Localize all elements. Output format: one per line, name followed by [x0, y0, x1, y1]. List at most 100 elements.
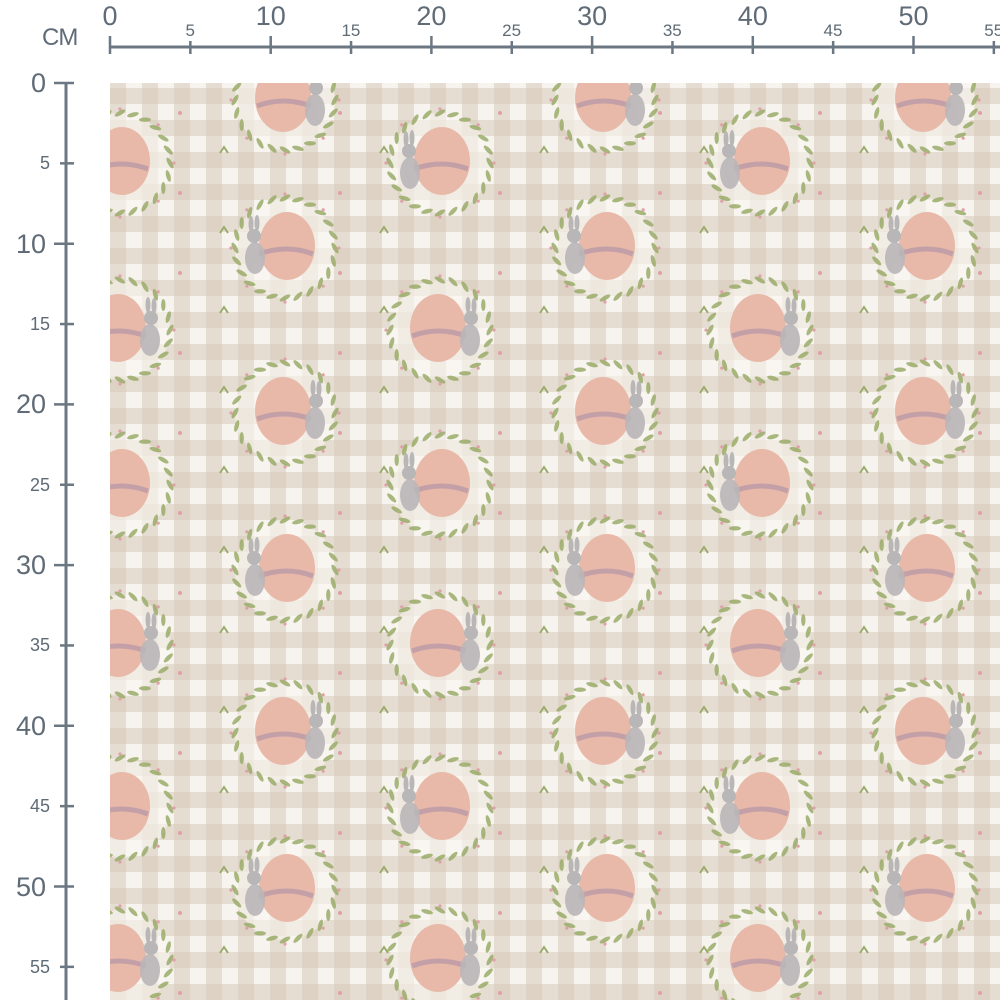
sprig-icon: [379, 545, 389, 554]
egg-icon: [895, 83, 951, 132]
leaf-icon: [330, 897, 336, 909]
leaf-icon: [962, 541, 974, 549]
leaf-icon: [646, 382, 651, 394]
leaf-icon: [472, 514, 478, 527]
leaf-icon: [707, 493, 717, 503]
leaf-icon: [613, 291, 623, 301]
leaf-icon: [801, 182, 806, 194]
bunny-icon: [945, 727, 965, 759]
leaf-icon: [165, 815, 171, 827]
leaf-icon: [576, 521, 584, 533]
leaf-icon: [114, 591, 126, 599]
bunny-icon: [720, 157, 740, 189]
leaf-icon: [907, 517, 917, 527]
leaf-icon: [256, 450, 264, 462]
leaf-icon: [729, 849, 741, 854]
leaf-icon: [887, 848, 893, 861]
bunny-icon: [460, 324, 480, 356]
sprig-icon: [219, 865, 229, 874]
leaf-icon: [806, 157, 814, 169]
leaf-icon: [128, 206, 138, 216]
leaf-icon: [459, 371, 471, 376]
leaf-icon: [267, 837, 277, 847]
leaf-icon: [304, 524, 316, 529]
sprig-icon: [379, 385, 389, 394]
egg-wreath-motif: [110, 107, 176, 219]
egg-icon: [259, 854, 315, 922]
leaf-icon: [876, 269, 888, 277]
leaf-icon: [485, 170, 491, 182]
leaf-icon: [729, 284, 741, 289]
sprig-icon: [539, 945, 549, 954]
leaf-icon: [292, 458, 304, 464]
dot-icon: [178, 831, 182, 835]
leaf-icon: [767, 375, 779, 381]
ruler-label: 10: [15, 228, 46, 259]
leaf-icon: [805, 815, 811, 827]
egg-wreath-motif: [549, 514, 661, 626]
leaf-icon: [398, 292, 411, 298]
dot-icon: [818, 911, 822, 915]
leaf-icon: [434, 376, 446, 384]
egg-icon: [575, 83, 631, 132]
sprig-icon: [379, 865, 389, 874]
leaf-icon: [871, 242, 879, 254]
leaf-icon: [434, 591, 446, 599]
leaf-icon: [279, 616, 291, 624]
leaf-icon: [254, 931, 266, 936]
leaf-icon: [469, 992, 482, 998]
leaf-icon: [114, 906, 126, 914]
leaf-icon: [646, 702, 651, 714]
leaf-icon: [330, 394, 336, 406]
sprig-icon: [219, 465, 229, 474]
leaf-icon: [483, 790, 493, 800]
leaf-icon: [567, 442, 573, 455]
leaf-icon: [166, 157, 174, 169]
leaf-icon: [970, 577, 976, 589]
leaf-icon: [966, 909, 971, 921]
leaf-icon: [806, 324, 814, 336]
ruler-label: 10: [255, 1, 286, 31]
leaf-icon: [576, 841, 584, 853]
leaf-icon: [781, 596, 789, 608]
leaf-icon: [459, 762, 471, 767]
leaf-icon: [114, 276, 126, 284]
dot-icon: [978, 751, 982, 755]
dot-icon: [658, 111, 662, 115]
leaf-icon: [872, 395, 882, 405]
leaf-icon: [706, 954, 714, 966]
leaf-icon: [461, 522, 469, 534]
motif-layer: [110, 83, 982, 1000]
leaf-icon: [421, 208, 433, 214]
sprig-icon: [859, 945, 869, 954]
leaf-icon: [554, 740, 560, 752]
leaf-icon: [389, 967, 395, 979]
leaf-icon: [293, 680, 303, 690]
leaf-icon: [267, 195, 277, 205]
leaf-icon: [876, 704, 888, 712]
leaf-icon: [389, 144, 395, 156]
leaf-icon: [394, 664, 399, 676]
leaf-icon: [626, 364, 634, 376]
leaf-icon: [293, 933, 303, 943]
leaf-icon: [279, 516, 291, 524]
leaf-icon: [789, 125, 802, 131]
leaf-icon: [472, 192, 478, 205]
leaf-icon: [651, 727, 659, 739]
leaf-icon: [152, 918, 158, 931]
leaf-icon: [398, 517, 411, 523]
leaf-icon: [559, 432, 564, 444]
leaf-icon: [232, 83, 242, 92]
leaf-icon: [328, 230, 338, 240]
leaf-icon: [634, 445, 647, 451]
leaf-icon: [386, 479, 394, 491]
leaf-icon: [779, 686, 791, 691]
egg-icon: [730, 294, 786, 362]
leaf-icon: [957, 919, 963, 932]
sprig-icon: [219, 385, 229, 394]
leaf-icon: [587, 776, 597, 786]
leaf-icon: [387, 816, 397, 826]
ruler-label: 0: [30, 68, 46, 98]
sprig-icon: [699, 785, 709, 794]
dot-icon: [818, 511, 822, 515]
